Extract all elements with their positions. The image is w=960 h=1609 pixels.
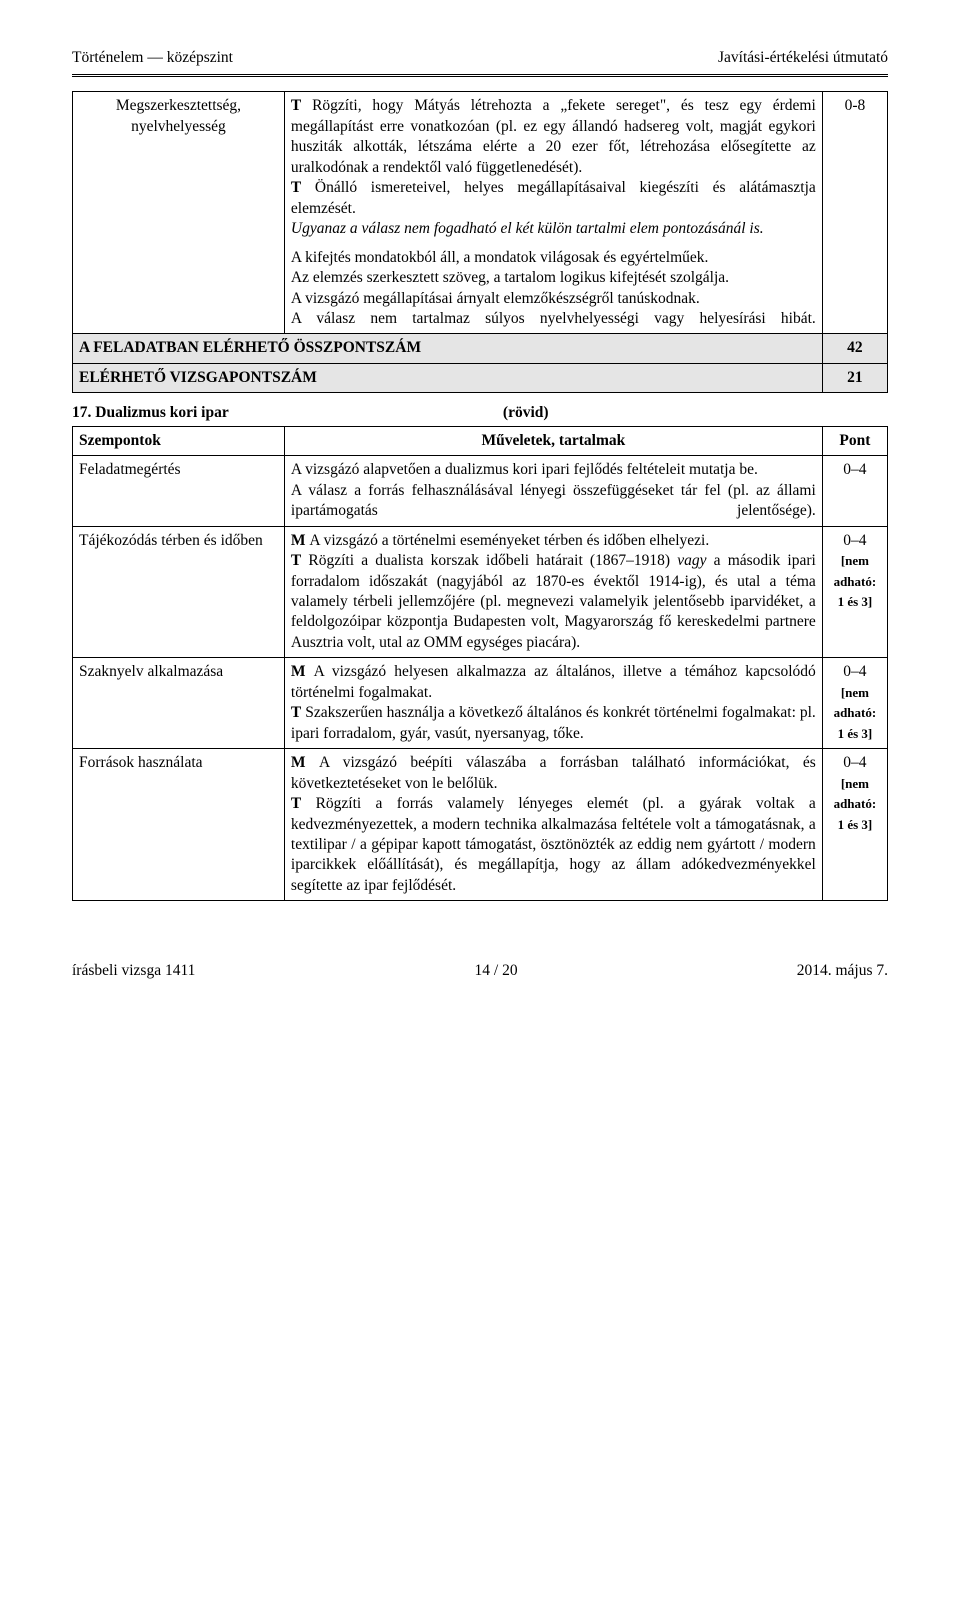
- body-text: Önálló ismereteivel, helyes megállapítás…: [291, 179, 816, 216]
- body-t: T: [291, 97, 301, 114]
- criterion-cell: Szaknyelv alkalmazása: [73, 658, 285, 749]
- points-main: 0–4: [843, 532, 866, 549]
- body-text: A vizsgázó beépíti válaszába a forrásban…: [291, 754, 816, 791]
- points-cell: 0–4 [nem adható: 1 és 3]: [822, 749, 887, 901]
- header-right: Javítási-értékelési útmutató: [718, 48, 888, 68]
- body-para: T Rögzíti a forrás valamely lényeges ele…: [291, 794, 816, 896]
- body-cell: A kifejtés mondatokból áll, a mondatok v…: [284, 244, 822, 334]
- body-italic: vagy: [677, 552, 706, 569]
- points-note: [nem adható: 1 és 3]: [834, 553, 877, 609]
- table-row: Tájékozódás térben és időben M A vizsgáz…: [73, 526, 888, 658]
- points-cell: 0–4: [822, 456, 887, 526]
- body-cell: A vizsgázó alapvetően a dualizmus kori i…: [284, 456, 822, 526]
- section-17-title-row: 17. Dualizmus kori ipar (rövid): [72, 403, 888, 423]
- table-row: Források használata M A vizsgázó beépíti…: [73, 749, 888, 901]
- body-text: A vizsgázó a történelmi eseményeket térb…: [309, 532, 709, 549]
- body-para-italic: Ugyanaz a válasz nem fogadható el két kü…: [291, 219, 816, 239]
- body-cell: M A vizsgázó a történelmi eseményeket té…: [284, 526, 822, 658]
- table-total-row: A FELADATBAN ELÉRHETŐ ÖSSZPONTSZÁM 42: [73, 334, 888, 363]
- body-para: A válasz a forrás felhasználásával lénye…: [291, 481, 816, 522]
- body-para: M A vizsgázó beépíti válaszába a forrásb…: [291, 753, 816, 794]
- body-t: T: [291, 704, 301, 721]
- section-17-paren: (rövid): [229, 403, 823, 423]
- criterion-label: Megszerkesztettség, nyelvhelyesség: [116, 97, 241, 134]
- body-text: Rögzíti a dualista korszak időbeli határ…: [301, 552, 677, 569]
- body-m: M: [291, 532, 310, 549]
- body-para: A vizsgázó megállapításai árnyalt elemző…: [291, 289, 816, 309]
- table-header-row: Szempontok Műveletek, tartalmak Pont: [73, 426, 888, 455]
- criterion-cell: Feladatmegértés: [73, 456, 285, 526]
- points-main: 0–4: [843, 754, 866, 771]
- total-label: A FELADATBAN ELÉRHETŐ ÖSSZPONTSZÁM: [73, 334, 823, 363]
- body-para: T Rögzíti a dualista korszak időbeli hat…: [291, 551, 816, 653]
- header-rule: [72, 74, 888, 77]
- body-text: Szakszerűen használja a következő általá…: [291, 704, 816, 741]
- footer-left: írásbeli vizsga 1411: [72, 961, 195, 981]
- body-para: A válasz nem tartalmaz súlyos nyelvhelye…: [291, 309, 816, 329]
- points-value: 0-8: [845, 97, 866, 114]
- table-grand-row: ELÉRHETŐ VIZSGAPONTSZÁM 21: [73, 363, 888, 392]
- body-para: T Szakszerűen használja a következő álta…: [291, 703, 816, 744]
- body-para: T Önálló ismereteivel, helyes megállapít…: [291, 178, 816, 219]
- page-footer: írásbeli vizsga 1411 14 / 20 2014. május…: [72, 961, 888, 981]
- body-cell: M A vizsgázó beépíti válaszába a forrásb…: [284, 749, 822, 901]
- body-m: M: [291, 754, 319, 771]
- body-text: Rögzíti a forrás valamely lényeges elemé…: [291, 795, 816, 894]
- body-para: M A vizsgázó a történelmi eseményeket té…: [291, 531, 816, 551]
- body-cell: M A vizsgázó helyesen alkalmazza az álta…: [284, 658, 822, 749]
- body-para: A vizsgázó alapvetően a dualizmus kori i…: [291, 460, 816, 480]
- body-t: T: [291, 552, 301, 569]
- body-text: A vizsgázó helyesen alkalmazza az általá…: [291, 663, 816, 700]
- hdr-col2: Műveletek, tartalmak: [284, 426, 822, 455]
- body-cell: T Rögzíti, hogy Mátyás létrehozta a „fek…: [284, 92, 822, 244]
- points-cell: 0-8: [822, 92, 887, 334]
- body-m: M: [291, 663, 314, 680]
- criterion-cell: Tájékozódás térben és időben: [73, 526, 285, 658]
- table-row: Feladatmegértés A vizsgázó alapvetően a …: [73, 456, 888, 526]
- table-1: Megszerkesztettség, nyelvhelyesség T Rög…: [72, 91, 888, 393]
- body-para: M A vizsgázó helyesen alkalmazza az álta…: [291, 662, 816, 703]
- body-para: A kifejtés mondatokból áll, a mondatok v…: [291, 248, 816, 268]
- section-17-title: 17. Dualizmus kori ipar: [72, 403, 229, 423]
- footer-center: 14 / 20: [475, 961, 518, 981]
- body-para: T Rögzíti, hogy Mátyás létrehozta a „fek…: [291, 96, 816, 178]
- criterion-cell: Megszerkesztettség, nyelvhelyesség: [73, 92, 285, 334]
- body-t: T: [291, 795, 301, 812]
- points-main: 0–4: [843, 663, 866, 680]
- points-cell: 0–4 [nem adható: 1 és 3]: [822, 526, 887, 658]
- points-note: [nem adható: 1 és 3]: [834, 776, 877, 832]
- page-header: Történelem — középszint Javítási-értékel…: [72, 48, 888, 68]
- body-text: Rögzíti, hogy Mátyás létrehozta a „feket…: [291, 97, 816, 175]
- grand-value: 21: [822, 363, 887, 392]
- table-2: Szempontok Műveletek, tartalmak Pont Fel…: [72, 426, 888, 902]
- table-row: Megszerkesztettség, nyelvhelyesség T Rög…: [73, 92, 888, 244]
- table-row: Szaknyelv alkalmazása M A vizsgázó helye…: [73, 658, 888, 749]
- total-value: 42: [822, 334, 887, 363]
- points-cell: 0–4 [nem adható: 1 és 3]: [822, 658, 887, 749]
- criterion-cell: Források használata: [73, 749, 285, 901]
- hdr-col3: Pont: [822, 426, 887, 455]
- hdr-col1: Szempontok: [73, 426, 285, 455]
- points-note: [nem adható: 1 és 3]: [834, 685, 877, 741]
- grand-label: ELÉRHETŐ VIZSGAPONTSZÁM: [73, 363, 823, 392]
- header-left: Történelem — középszint: [72, 48, 233, 68]
- body-t: T: [291, 179, 301, 196]
- footer-right: 2014. május 7.: [797, 961, 888, 981]
- body-para: Az elemzés szerkesztett szöveg, a tartal…: [291, 268, 816, 288]
